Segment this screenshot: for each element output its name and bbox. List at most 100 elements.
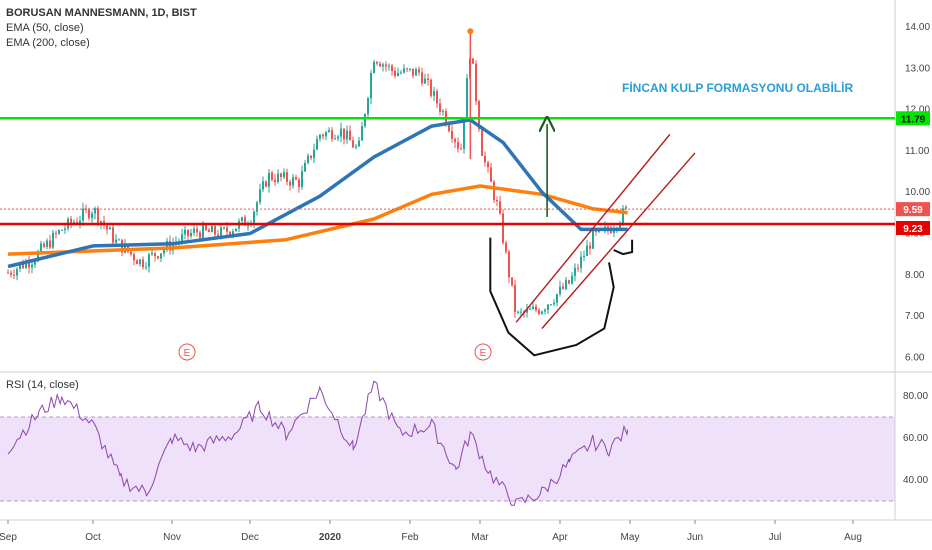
candle (292, 173, 294, 189)
candle (253, 210, 255, 228)
candle (433, 86, 435, 102)
candle (328, 127, 330, 133)
candle (52, 229, 54, 249)
candle (400, 69, 402, 75)
candle (388, 63, 390, 71)
pattern-annotation[interactable]: FİNCAN KULP FORMASYONU OLABİLİR (622, 80, 853, 95)
candle (622, 204, 624, 227)
candle (463, 120, 465, 154)
candle (499, 195, 501, 215)
candle (319, 133, 321, 142)
time-tick-label: Sep (0, 532, 17, 543)
candle (190, 228, 192, 239)
candle (361, 121, 363, 141)
candle (223, 226, 225, 230)
rsi-legend-title[interactable]: RSI (14, close) (6, 379, 79, 391)
candle (46, 238, 48, 250)
candle (310, 155, 312, 161)
rsi-axis[interactable]: 80.00 60.00 40.00 (903, 391, 928, 486)
candle (451, 125, 453, 143)
channel-lower-line[interactable] (541, 152, 696, 329)
earnings-marker[interactable]: E (178, 343, 196, 361)
rsi-line[interactable] (7, 380, 629, 506)
ema200-legend[interactable]: EMA (200, close) (6, 37, 90, 49)
time-axis[interactable]: Sep Oct Nov Dec 2020 Feb Mar Apr May Jun Jul Aug (0, 520, 862, 543)
time-tick-label: 2020 (319, 532, 342, 543)
candle (382, 62, 384, 72)
candle (385, 61, 387, 72)
candle (379, 61, 381, 68)
svg-text:9.59: 9.59 (903, 205, 923, 216)
channel-upper-line[interactable] (515, 133, 671, 323)
candle (136, 259, 138, 265)
candle (547, 304, 549, 315)
candle (316, 135, 318, 150)
candle (91, 211, 93, 223)
resistance-price-badge: 11.79 (896, 111, 930, 126)
high-marker-dot (467, 28, 474, 35)
candle (457, 137, 459, 153)
last-price-badge: 9.59 (896, 202, 930, 217)
time-tick-label: Nov (163, 532, 181, 543)
svg-text:11.79: 11.79 (901, 114, 926, 125)
candle (109, 225, 111, 230)
candle (421, 67, 423, 87)
handle-drawing[interactable] (613, 239, 634, 256)
candle (412, 68, 414, 79)
candle (346, 125, 348, 144)
ema50-legend[interactable]: EMA (50, close) (6, 22, 84, 34)
candle (274, 174, 276, 186)
candle (586, 239, 588, 257)
candle (337, 134, 339, 142)
ema50-line[interactable] (7, 118, 628, 269)
candle (115, 234, 117, 244)
candle (571, 271, 573, 285)
candle (148, 252, 150, 273)
candle (550, 303, 552, 306)
candle (88, 207, 90, 221)
candle (40, 240, 42, 253)
time-tick-label: Apr (552, 532, 568, 543)
candle (154, 252, 156, 262)
rsi-tick-label: 40.00 (903, 475, 928, 486)
candle (130, 251, 132, 257)
candle (139, 258, 141, 267)
candle (409, 68, 411, 72)
svg-text:9.23: 9.23 (903, 224, 923, 235)
candle (58, 229, 60, 236)
candle (262, 176, 264, 193)
candle (526, 303, 528, 318)
candle (193, 223, 195, 237)
price-axis[interactable]: 14.0013.0012.0011.0010.009.008.007.006.0… (905, 22, 930, 363)
candle (568, 279, 570, 285)
rsi-legend: RSI (14, close) (6, 378, 79, 393)
candle (580, 251, 582, 273)
price-tick-label: 8.00 (905, 270, 925, 281)
symbol-title[interactable]: BORUSAN MANNESMANN, 1D, BIST (6, 7, 197, 19)
candle (352, 136, 354, 148)
time-tick-label: Oct (85, 532, 101, 543)
candle (505, 240, 507, 255)
candle (334, 134, 336, 140)
candle (391, 63, 393, 76)
candle (13, 269, 15, 280)
candle (103, 215, 105, 229)
candle (589, 241, 591, 255)
ema200-line[interactable] (7, 184, 628, 256)
candle (544, 308, 546, 315)
price-tick-label: 12.00 (905, 105, 930, 116)
candle (259, 183, 261, 205)
earnings-marker[interactable]: E (474, 343, 492, 361)
time-tick-label: Dec (241, 532, 259, 543)
cup-drawing[interactable] (489, 237, 615, 357)
candle (511, 277, 513, 288)
candle (235, 228, 237, 232)
candle (118, 238, 120, 241)
candle (313, 143, 315, 164)
time-tick-label: Mar (471, 532, 489, 543)
candle (289, 179, 291, 191)
time-tick-label: Jul (769, 532, 782, 543)
candle (493, 179, 495, 204)
support-price-badge: 9.23 (896, 221, 930, 236)
